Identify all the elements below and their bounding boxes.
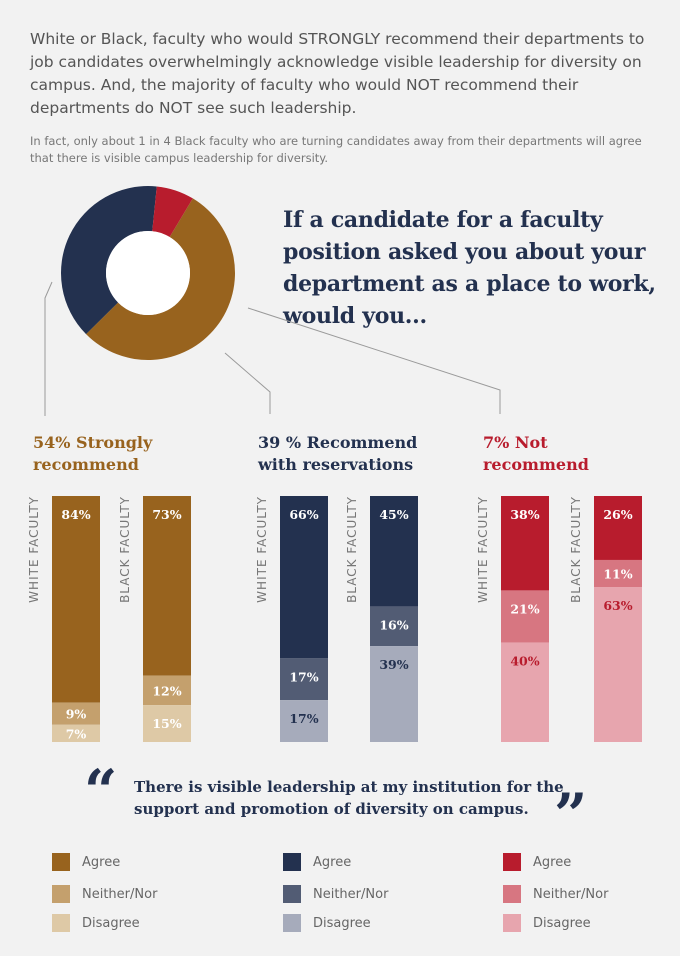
- question-heading: If a candidate for a faculty position as…: [283, 207, 656, 329]
- bar-value-label: 66%: [289, 507, 318, 522]
- bar-value-label: 11%: [603, 566, 632, 581]
- bar-category-label: WHITE FACULTY: [27, 496, 41, 603]
- bar-segment: [594, 587, 642, 742]
- bar-segment: [501, 590, 549, 643]
- legend-label: Agree: [82, 854, 121, 870]
- bar-value-label: 38%: [510, 507, 539, 522]
- bar-segment: [594, 559, 642, 588]
- legend-item: Neither/Nor: [52, 885, 157, 903]
- legend-item: Neither/Nor: [503, 885, 608, 903]
- legend-label: Neither/Nor: [82, 886, 158, 902]
- bar-value-label: 26%: [603, 507, 632, 522]
- legend-label: Disagree: [82, 915, 140, 931]
- subtext: In fact, only about 1 in 4 Black faculty…: [30, 134, 642, 165]
- bar-value-label: 45%: [379, 507, 408, 522]
- legend-item: Neither/Nor: [283, 885, 388, 903]
- group-title: 39 % Recommend: [258, 433, 417, 452]
- bar-segment: [280, 496, 328, 659]
- bar-category-label: BLACK FACULTY: [569, 496, 583, 603]
- bar-value-label: 39%: [379, 657, 408, 672]
- bar-value-label: 63%: [603, 598, 632, 613]
- legend-item: Disagree: [503, 914, 591, 932]
- bar-segment: [52, 724, 100, 742]
- legend-swatch: [52, 885, 70, 903]
- bar-value-label: 17%: [289, 711, 318, 726]
- open-quote-icon: “: [84, 757, 118, 825]
- donut-slice: [86, 198, 235, 360]
- bar-category-label: BLACK FACULTY: [118, 496, 132, 603]
- close-quote-icon: ”: [554, 781, 588, 849]
- legend-item: Disagree: [283, 914, 371, 932]
- legend-swatch: [503, 885, 521, 903]
- bar-segment: [370, 606, 418, 647]
- bar-value-label: 73%: [152, 507, 181, 522]
- donut-hole: [106, 231, 190, 315]
- bar-segment: [501, 642, 549, 742]
- legend-label: Agree: [313, 854, 352, 870]
- bar-value-label: 12%: [152, 683, 181, 698]
- legend-item: Disagree: [52, 914, 140, 932]
- bar-value-label: 9%: [66, 707, 87, 722]
- bar-segment: [143, 496, 191, 676]
- bar-value-label: 21%: [510, 601, 539, 616]
- legend-item: Agree: [283, 853, 351, 871]
- legend-item: Agree: [52, 853, 120, 871]
- legend-label: Agree: [533, 854, 572, 870]
- legend-label: Neither/Nor: [313, 886, 389, 902]
- bar-value-label: 40%: [510, 654, 539, 669]
- quote-text: There is visible leadership at my instit…: [134, 778, 564, 818]
- bar-value-label: 7%: [66, 726, 87, 741]
- bar-segment: [370, 646, 418, 742]
- legend-label: Neither/Nor: [533, 886, 609, 902]
- bar-segment: [501, 496, 549, 591]
- intro-text: White or Black, faculty who would STRONG…: [30, 30, 645, 117]
- legend-label: Disagree: [313, 915, 371, 931]
- legend-swatch: [283, 853, 301, 871]
- connector-line: [44, 281, 53, 416]
- bar-category-label: WHITE FACULTY: [255, 496, 269, 603]
- bar-value-label: 17%: [289, 669, 318, 684]
- legend-label: Disagree: [533, 915, 591, 931]
- legend-swatch: [503, 853, 521, 871]
- group-title: 54% Strongly: [33, 433, 153, 452]
- bar-segment: [52, 496, 100, 703]
- legend-swatch: [52, 853, 70, 871]
- bar-value-label: 16%: [379, 618, 408, 633]
- legend-swatch: [52, 914, 70, 932]
- group-title: recommend: [483, 455, 589, 474]
- bar-value-label: 84%: [61, 507, 90, 522]
- bar-segment: [370, 496, 418, 607]
- bar-segment: [280, 700, 328, 742]
- group-title: recommend: [33, 455, 139, 474]
- group-title: 7% Not: [483, 433, 548, 452]
- group-title: with reservations: [257, 455, 413, 474]
- legend-item: Agree: [503, 853, 571, 871]
- bar-value-label: 15%: [152, 716, 181, 731]
- bar-segment: [594, 496, 642, 560]
- bar-segment: [143, 675, 191, 706]
- bar-segment: [280, 658, 328, 701]
- legend-swatch: [283, 914, 301, 932]
- bar-segment: [52, 702, 100, 725]
- connector-line: [247, 307, 501, 414]
- bar-segment: [143, 705, 191, 742]
- quote-block: “ There is visible leadership at my inst…: [84, 762, 614, 844]
- donut-slice: [152, 186, 193, 237]
- legend-swatch: [503, 914, 521, 932]
- bar-category-label: BLACK FACULTY: [345, 496, 359, 603]
- legend-swatch: [283, 885, 301, 903]
- bar-category-label: WHITE FACULTY: [476, 496, 490, 603]
- donut-slice: [60, 185, 157, 335]
- connector-line: [224, 352, 271, 414]
